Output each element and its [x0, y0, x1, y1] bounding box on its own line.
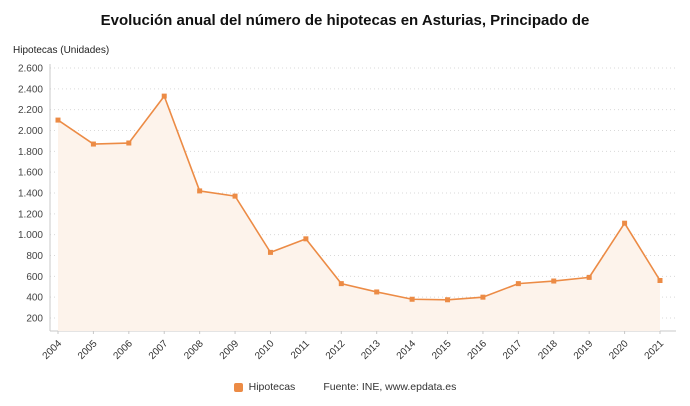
svg-text:2013: 2013: [359, 338, 383, 362]
svg-text:2020: 2020: [607, 338, 631, 362]
source-text: Fuente: INE, www.epdata.es: [323, 381, 457, 393]
svg-text:2016: 2016: [466, 338, 490, 362]
svg-text:2006: 2006: [111, 338, 135, 362]
svg-text:2012: 2012: [324, 338, 348, 362]
svg-text:400: 400: [26, 293, 43, 304]
chart-title: Evolución anual del número de hipotecas …: [100, 12, 590, 29]
svg-text:2008: 2008: [182, 338, 206, 362]
legend-item-hipotecas[interactable]: Hipotecas: [233, 381, 296, 393]
line-chart-plot-area: 200 400 600 800 1.000 1.200 1.400 1.600 1.800 2.0…: [18, 64, 676, 362]
svg-text:2014: 2014: [395, 338, 419, 362]
svg-text:2018: 2018: [536, 338, 560, 362]
svg-text:2010: 2010: [253, 338, 277, 362]
legend-swatch-icon: [233, 382, 243, 392]
svg-text:800: 800: [26, 251, 43, 262]
svg-text:600: 600: [26, 272, 43, 283]
svg-text:2021: 2021: [643, 338, 667, 362]
svg-text:2.200: 2.200: [18, 105, 43, 116]
svg-text:1.000: 1.000: [18, 230, 43, 241]
svg-text:2.400: 2.400: [18, 84, 43, 95]
svg-text:2007: 2007: [147, 338, 171, 362]
svg-text:2009: 2009: [218, 338, 242, 362]
svg-text:1.200: 1.200: [18, 209, 43, 220]
svg-text:1.400: 1.400: [18, 189, 43, 200]
svg-text:2019: 2019: [572, 338, 596, 362]
svg-text:1.800: 1.800: [18, 147, 43, 158]
legend-row: Hipotecas Fuente: INE, www.epdata.es: [0, 381, 690, 393]
svg-text:2017: 2017: [501, 338, 525, 362]
svg-text:1.600: 1.600: [18, 168, 43, 179]
svg-text:2011: 2011: [289, 338, 312, 361]
y-axis-label: Hipotecas (Unidades): [13, 45, 110, 56]
svg-text:2004: 2004: [41, 338, 65, 362]
svg-text:2005: 2005: [76, 338, 100, 362]
svg-text:2.600: 2.600: [18, 64, 43, 75]
svg-text:2.000: 2.000: [18, 126, 43, 137]
svg-text:2015: 2015: [430, 338, 454, 362]
legend-label: Hipotecas: [248, 381, 296, 393]
svg-text:200: 200: [26, 314, 43, 325]
